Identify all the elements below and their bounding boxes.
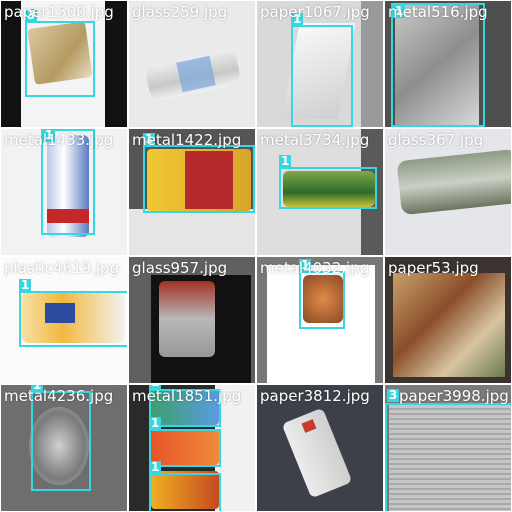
tile-filename: glass259.jpg	[132, 3, 228, 21]
image-tile: paper1067.jpg 1	[256, 0, 384, 128]
bounding-box: 1	[149, 461, 221, 511]
class-label: 1	[143, 132, 156, 146]
scene-background	[361, 1, 383, 127]
tile-filename: metal3734.jpg	[260, 131, 370, 149]
image-tile: glass957.jpg	[128, 256, 256, 384]
image-tile: metal4032.jpg 1	[256, 256, 384, 384]
bounding-box: 3	[385, 389, 511, 511]
image-tile: metal4236.jpg 1	[0, 384, 128, 512]
object-foil-sheet	[395, 5, 479, 125]
object-can	[151, 471, 219, 509]
class-label: 1	[19, 278, 32, 292]
image-tile: paper3812.jpg	[256, 384, 384, 512]
class-label: 1	[393, 4, 406, 18]
object-can	[303, 275, 343, 323]
class-label: 1	[43, 128, 56, 142]
class-label: 1	[291, 12, 304, 26]
image-tile: paper53.jpg	[384, 256, 512, 384]
tile-filename: paper3998.jpg	[399, 387, 509, 405]
bounding-box: 1	[19, 279, 127, 347]
object-can	[151, 429, 219, 465]
bounding-box: 1	[143, 133, 255, 213]
tile-filename: metal4236.jpg	[4, 387, 114, 405]
tin-label	[185, 151, 233, 209]
tile-filename: glass957.jpg	[132, 259, 228, 277]
bounding-box: 1	[149, 417, 221, 467]
bounding-box: 1	[149, 385, 221, 427]
tile-filename: plastic4619.jpg	[4, 259, 120, 277]
tile-filename: metal516.jpg	[388, 3, 488, 21]
image-tile: plastic4619.jpg 1	[0, 256, 128, 384]
tile-filename: metal1851.jpg	[132, 387, 242, 405]
tile-filename: paper3812.jpg	[260, 387, 370, 405]
image-tile: metal1422.jpg 1	[128, 128, 256, 256]
class-label: 1	[299, 258, 312, 272]
tile-filename: glass367.jpg	[388, 131, 484, 149]
class-label: 3	[25, 8, 38, 22]
scene-background	[215, 385, 255, 511]
object-newspaper	[389, 405, 511, 511]
class-label: 1	[149, 416, 162, 430]
object-glass-jar	[159, 281, 215, 357]
scene-background	[105, 1, 127, 127]
object-can	[283, 171, 375, 207]
object-paper-cup	[281, 407, 353, 499]
bounding-box: 3	[25, 9, 95, 97]
can-band	[47, 209, 89, 223]
image-tile: glass259.jpg	[128, 0, 256, 128]
class-label: 1	[149, 385, 162, 389]
bounding-box: 1	[299, 259, 345, 329]
image-tile: paper3998.jpg 3	[384, 384, 512, 512]
tile-filename: metal1422.jpg	[132, 131, 242, 149]
object-magazine-pages	[393, 273, 505, 377]
tile-filename: paper1067.jpg	[260, 3, 370, 21]
scene-background	[1, 1, 21, 127]
bounding-box: 1	[31, 385, 91, 491]
image-tile: metal516.jpg 1	[384, 0, 512, 128]
scene-background	[129, 209, 255, 255]
object-bottle-cap	[29, 407, 89, 485]
bounding-box: 1	[279, 155, 377, 209]
tile-filename: paper1500.jpg	[4, 3, 114, 21]
image-tile: paper1500.jpg 3	[0, 0, 128, 128]
tile-filename: metal4032.jpg	[260, 259, 370, 277]
class-label: 3	[387, 388, 400, 402]
image-tile: metal1433.jpg 1	[0, 128, 128, 256]
class-label: 1	[149, 460, 162, 474]
class-label: 1	[279, 154, 292, 168]
tile-filename: paper53.jpg	[388, 259, 479, 277]
image-tile: metal3734.jpg 1	[256, 128, 384, 256]
class-label: 1	[31, 385, 44, 392]
bounding-box: 1	[291, 13, 353, 127]
tile-filename: metal1433.jpg	[4, 131, 114, 149]
bounding-box: 1	[41, 129, 95, 235]
image-tile: glass367.jpg	[384, 128, 512, 256]
bounding-box: 1	[391, 3, 485, 127]
bag-logo	[45, 303, 75, 323]
image-tile: metal1851.jpg 1 1 1	[128, 384, 256, 512]
object-glass-bottle	[396, 148, 511, 216]
